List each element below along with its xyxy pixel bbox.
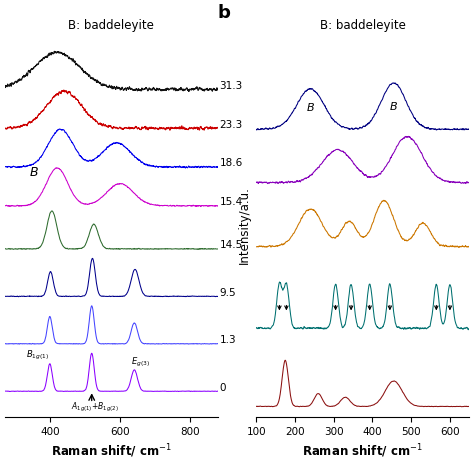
Text: 18.6: 18.6 [219, 158, 243, 168]
Text: $\mathit{B}$: $\mathit{B}$ [29, 165, 39, 179]
Text: $\mathit{B}$: $\mathit{B}$ [306, 100, 315, 113]
Text: 0: 0 [219, 383, 226, 393]
Text: 1.3: 1.3 [219, 335, 236, 346]
Text: 23.3: 23.3 [219, 119, 243, 129]
Title: B: baddeleyite: B: baddeleyite [320, 19, 406, 32]
Text: 15.4: 15.4 [219, 197, 243, 207]
Text: $\mathit{B}$: $\mathit{B}$ [389, 100, 398, 111]
Text: 9.5: 9.5 [219, 288, 236, 298]
Text: b: b [218, 4, 231, 22]
Text: 14.5: 14.5 [219, 240, 243, 250]
Title: B: baddeleyite: B: baddeleyite [68, 19, 154, 32]
Text: $B_{1g(1)}$: $B_{1g(1)}$ [27, 349, 49, 362]
Y-axis label: Intensity/a.u.: Intensity/a.u. [237, 186, 251, 264]
Text: 31.3: 31.3 [219, 81, 243, 91]
X-axis label: Raman shift/ cm$^{-1}$: Raman shift/ cm$^{-1}$ [51, 442, 172, 460]
Text: $E_{g(3)}$: $E_{g(3)}$ [131, 356, 150, 369]
Text: $A_{1g(1)}$+$B_{1g(2)}$: $A_{1g(1)}$+$B_{1g(2)}$ [71, 401, 119, 414]
X-axis label: Raman shift/ cm$^{-1}$: Raman shift/ cm$^{-1}$ [302, 442, 423, 460]
